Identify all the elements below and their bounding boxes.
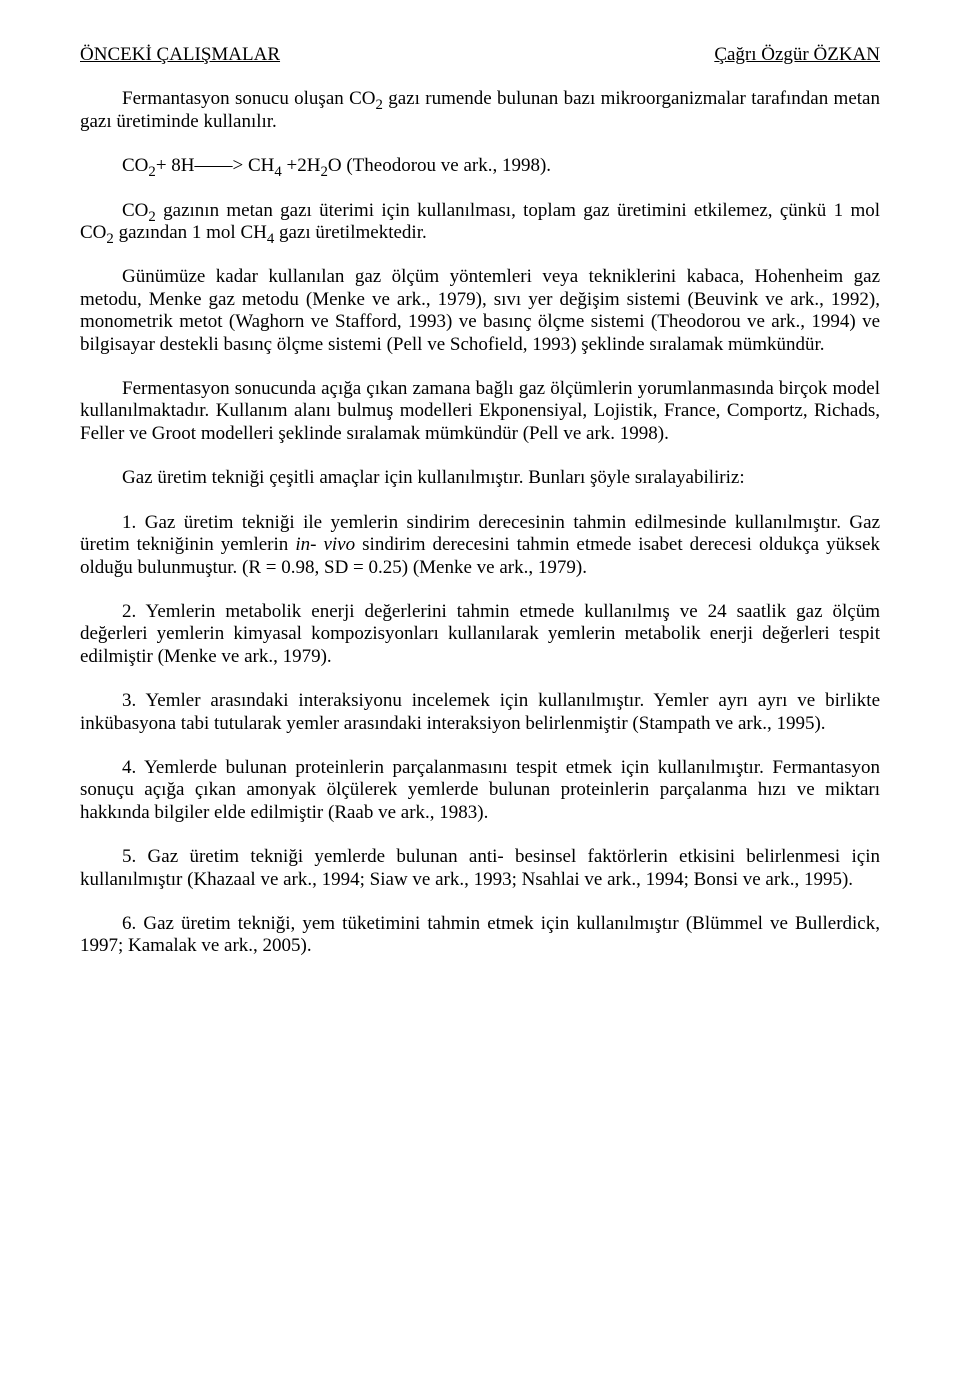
- p3-part-a: CO: [122, 200, 148, 221]
- paragraph-6: Gaz üretim tekniği çeşitli amaçlar için …: [80, 467, 880, 489]
- p3-part-d: gazı üretilmektedir.: [274, 222, 426, 243]
- li1-italic: in- vivo: [295, 534, 355, 555]
- paragraph-3: CO2 gazının metan gazı üterimi için kull…: [80, 200, 880, 245]
- p2-part-a: CO: [122, 155, 148, 176]
- header-right: Çağrı Özgür ÖZKAN: [714, 44, 880, 66]
- p2-part-c: +2H: [282, 155, 321, 176]
- p1-part-a: Fermantasyon sonucu oluşan CO: [122, 88, 376, 109]
- p2-part-b: + 8H——> CH: [156, 155, 275, 176]
- paragraph-2: CO2+ 8H——> CH4 +2H2O (Theodorou ve ark.,…: [80, 155, 880, 177]
- subscript-4: 4: [274, 164, 281, 180]
- list-item-3: 3. Yemler arasındaki interaksiyonu incel…: [80, 690, 880, 735]
- p2-part-d: O (Theodorou ve ark., 1998).: [328, 155, 551, 176]
- subscript-2: 2: [106, 231, 113, 247]
- subscript-2: 2: [376, 97, 383, 113]
- p3-part-c: gazından 1 mol CH: [114, 222, 267, 243]
- subscript-2: 2: [148, 164, 155, 180]
- list-item-6: 6. Gaz üretim tekniği, yem tüketimini ta…: [80, 913, 880, 958]
- subscript-2: 2: [320, 164, 327, 180]
- list-item-1: 1. Gaz üretim tekniği ile yemlerin sindi…: [80, 512, 880, 579]
- header-left: ÖNCEKİ ÇALIŞMALAR: [80, 44, 280, 66]
- list-item-4: 4. Yemlerde bulunan proteinlerin parçala…: [80, 757, 880, 824]
- paragraph-5: Fermentasyon sonucunda açığa çıkan zaman…: [80, 378, 880, 445]
- list-item-2: 2. Yemlerin metabolik enerji değerlerini…: [80, 601, 880, 668]
- paragraph-4: Günümüze kadar kullanılan gaz ölçüm yönt…: [80, 266, 880, 356]
- list-item-5: 5. Gaz üretim tekniği yemlerde bulunan a…: [80, 846, 880, 891]
- page-header: ÖNCEKİ ÇALIŞMALAR Çağrı Özgür ÖZKAN: [80, 44, 880, 66]
- paragraph-1: Fermantasyon sonucu oluşan CO2 gazı rume…: [80, 88, 880, 133]
